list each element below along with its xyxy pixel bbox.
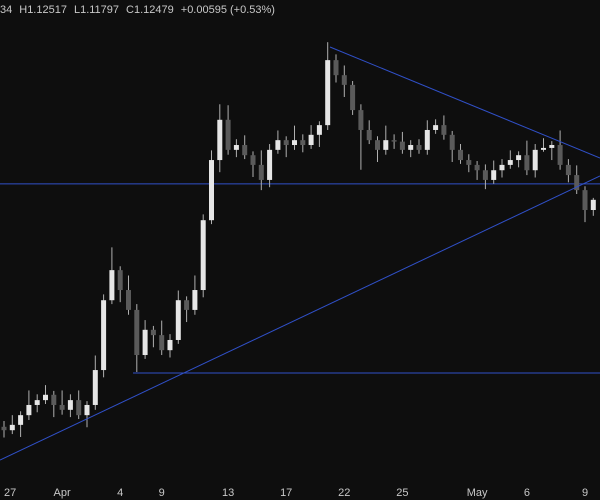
candle-body <box>590 199 596 211</box>
x-tick-label: 4 <box>117 487 123 499</box>
candle-body <box>441 125 447 135</box>
candle-body <box>333 60 339 76</box>
candle-body <box>209 160 214 221</box>
candle-body <box>18 415 24 425</box>
candle-body <box>383 140 389 150</box>
trend-line <box>0 175 600 461</box>
candle-body <box>159 335 165 351</box>
candle-body <box>292 140 297 146</box>
candle-body <box>474 164 480 171</box>
x-tick-label: 22 <box>338 487 350 499</box>
candle-body <box>433 125 439 130</box>
x-tick-label: 17 <box>280 487 292 499</box>
candle-body <box>375 140 380 150</box>
ohlc-value: 34 <box>0 4 12 16</box>
candle-body <box>300 140 306 146</box>
candle-body <box>175 300 181 340</box>
candle-body <box>200 220 206 291</box>
candle-body <box>358 110 364 130</box>
ohlc-header: 34 H1.12517 L1.11797 C1.12479 +0.00595 (+0.5… <box>0 4 275 16</box>
candle-body <box>117 270 123 291</box>
candle-body <box>9 424 15 431</box>
candle-body <box>507 160 513 165</box>
candle-body <box>34 400 40 405</box>
candle-body <box>557 145 563 165</box>
candle-body <box>532 149 538 171</box>
candle-body <box>167 339 173 351</box>
candle-body <box>184 300 190 310</box>
ohlc-value: H1.12517 <box>19 4 67 16</box>
candle-body <box>134 309 140 356</box>
candle-body <box>192 290 198 310</box>
candle-body <box>524 155 530 171</box>
candle-body <box>76 400 82 416</box>
candle-body <box>449 134 455 150</box>
x-tick-label: 9 <box>582 487 588 499</box>
candle-body <box>565 164 571 176</box>
candle-body <box>126 290 131 310</box>
candle-body <box>225 119 231 150</box>
candle-body <box>341 75 347 85</box>
candle-body <box>424 129 430 150</box>
x-tick-label: Apr <box>54 487 71 499</box>
candle-body <box>549 145 555 148</box>
candle-body <box>574 175 580 191</box>
candle-body <box>109 270 115 301</box>
candle-body <box>1 426 7 431</box>
candle-body <box>101 300 107 371</box>
candle-body <box>408 145 414 150</box>
candle-body <box>84 404 90 416</box>
candle-body <box>217 119 223 161</box>
candle-body <box>51 394 57 405</box>
candle-body <box>142 329 148 356</box>
candle-body <box>242 145 248 156</box>
x-tick-label: May <box>467 487 488 499</box>
candle-body <box>308 134 314 146</box>
candle-body <box>482 170 488 180</box>
x-tick-label: 9 <box>159 487 165 499</box>
plot-area <box>0 42 600 438</box>
candle-body <box>491 170 497 180</box>
x-tick-label: 25 <box>396 487 408 499</box>
candle-body <box>466 160 472 165</box>
candle-body <box>541 147 546 150</box>
candle-body <box>499 164 505 171</box>
candle-body <box>258 164 264 180</box>
candle-body <box>582 190 588 211</box>
candle-body <box>366 129 372 141</box>
candle-body <box>516 155 522 161</box>
candle-body <box>92 370 98 405</box>
candle-body <box>67 400 73 410</box>
candle-body <box>250 155 256 165</box>
candle-body <box>416 145 422 150</box>
x-tick-label: 6 <box>524 487 530 499</box>
ohlc-value: L1.11797 <box>74 4 119 16</box>
candle-body <box>233 145 239 150</box>
candle-body <box>275 140 281 150</box>
ohlc-value: +0.00595 (+0.53%) <box>181 4 275 16</box>
candle-body <box>26 404 32 416</box>
x-tick-label: 27 <box>4 487 16 499</box>
candle-body <box>43 394 48 401</box>
candle-body <box>325 60 331 126</box>
candle-body <box>59 404 65 410</box>
candle-body <box>316 125 322 135</box>
candle-body <box>399 141 405 150</box>
candle-body <box>150 329 156 336</box>
ohlc-value: C1.12479 <box>126 4 174 16</box>
x-tick-label: 13 <box>222 487 234 499</box>
candle-body <box>283 140 289 146</box>
trend-line <box>329 46 600 159</box>
candle-body <box>458 149 463 161</box>
candle-body <box>391 140 397 142</box>
candle-body <box>267 149 273 180</box>
candle-body <box>350 84 356 111</box>
